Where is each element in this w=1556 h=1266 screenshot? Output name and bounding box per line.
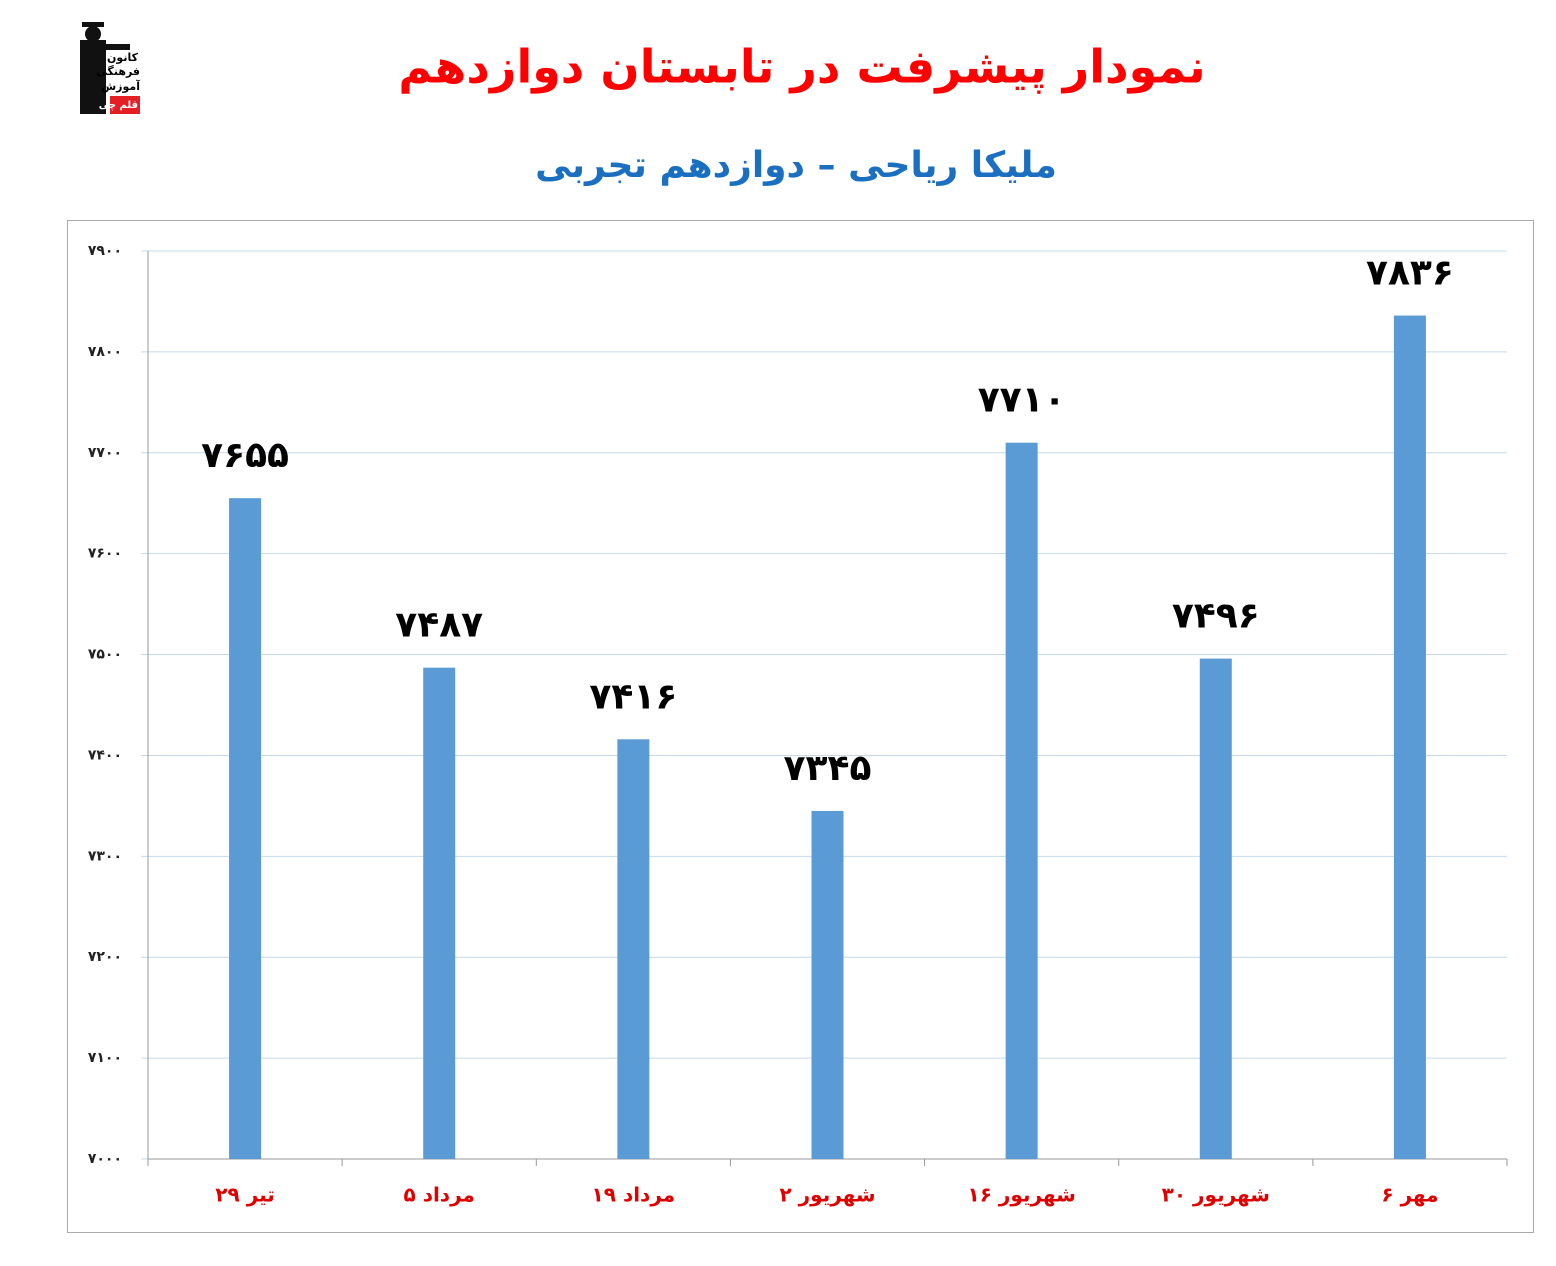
data-label: ۷۶۵۵ — [201, 435, 289, 476]
logo-cap — [82, 22, 104, 27]
chart-subtitle: ملیکا ریاحی – دوازدهم تجربی — [535, 145, 1057, 186]
data-label: ۷۳۴۵ — [784, 748, 872, 789]
logo: کانون فرهنگی آموزش قلم چی — [80, 22, 140, 114]
chart-title: نمودار پیشرفت در تابستان دوازدهم — [398, 40, 1205, 95]
y-tick-label: ۷۰۰۰ — [88, 1151, 122, 1167]
x-tick-label: ۵ مرداد — [404, 1183, 475, 1207]
data-label: ۷۸۳۶ — [1366, 253, 1454, 294]
plot-frame — [67, 220, 1534, 1233]
y-tick-label: ۷۲۰۰ — [88, 949, 122, 965]
logo-text: کانون — [107, 51, 139, 64]
logo-head — [85, 26, 101, 42]
bar — [617, 739, 650, 1159]
y-tick-label: ۷۱۰۰ — [88, 1050, 122, 1066]
logo-text: فرهنگی — [96, 65, 140, 78]
bar — [1005, 442, 1038, 1159]
data-label: ۷۴۸۷ — [395, 605, 483, 646]
y-tick-label: ۷۹۰۰ — [88, 243, 122, 259]
data-label: ۷۷۱۰ — [978, 380, 1066, 421]
logo-arm — [106, 44, 130, 50]
x-tick-label: ۱۹ مرداد — [592, 1183, 676, 1207]
bar — [423, 667, 456, 1159]
y-tick-label: ۷۷۰۰ — [88, 445, 122, 461]
y-tick-label: ۷۳۰۰ — [88, 848, 122, 864]
y-tick-label: ۷۴۰۰ — [88, 747, 122, 763]
data-label: ۷۴۹۶ — [1172, 596, 1260, 637]
bar — [229, 498, 262, 1160]
x-tick-label: ۱۶ شهریور — [968, 1183, 1076, 1207]
y-tick-label: ۷۶۰۰ — [88, 546, 122, 562]
logo-text: آموزش — [101, 79, 140, 93]
logo-text: قلم چی — [99, 100, 138, 111]
y-tick-label: ۷۵۰۰ — [88, 647, 122, 663]
bar — [1393, 315, 1426, 1160]
bar — [1199, 658, 1232, 1159]
bar — [811, 810, 844, 1159]
x-tick-label: ۲ شهریور — [779, 1183, 875, 1207]
data-label: ۷۴۱۶ — [589, 676, 677, 717]
logo-badge — [110, 96, 140, 114]
x-tick-label: ۲۹ تیر — [215, 1183, 275, 1207]
logo-figure — [80, 40, 106, 114]
y-tick-label: ۷۸۰۰ — [88, 344, 122, 360]
x-tick-label: ۳۰ شهریور — [1162, 1183, 1270, 1207]
x-tick-label: ۶ مهر — [1381, 1183, 1438, 1207]
